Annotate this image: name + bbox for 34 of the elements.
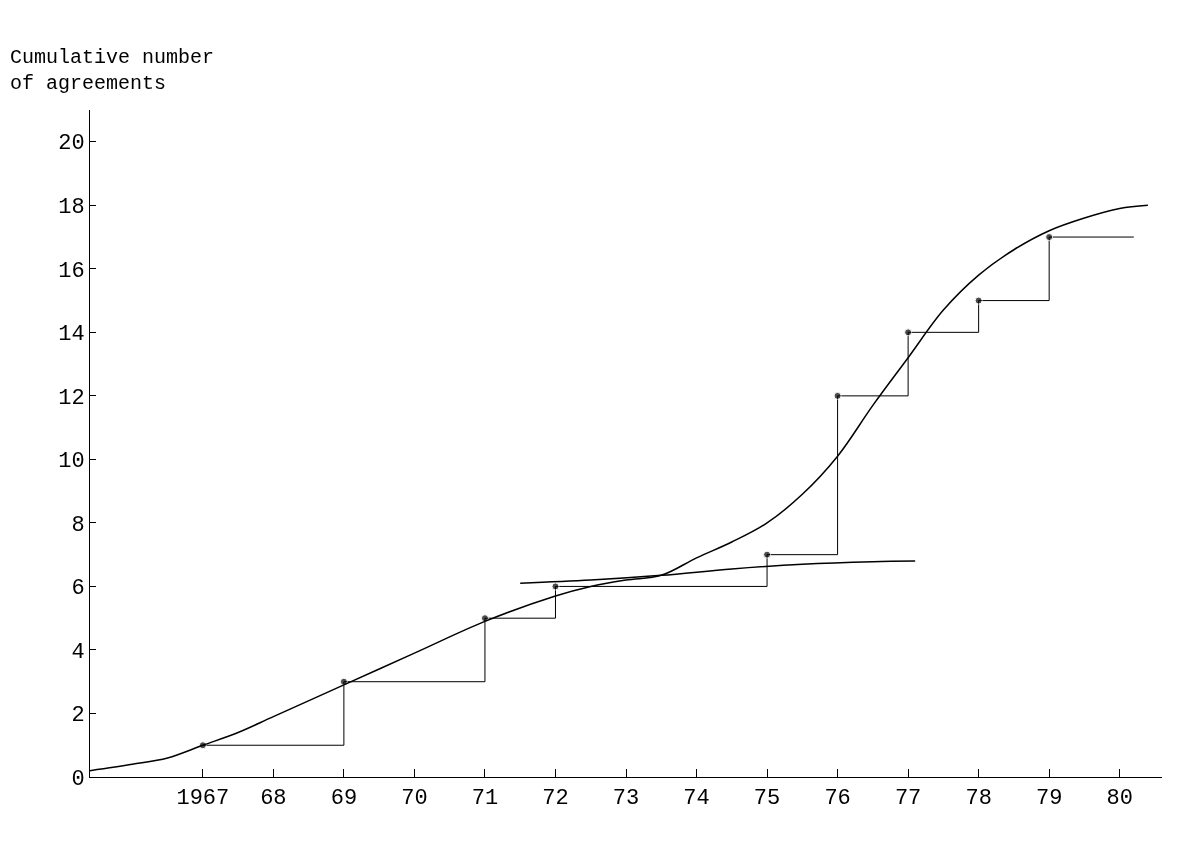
point (833, 391, 842, 400)
point (974, 296, 983, 305)
x-tick-label: 76 (824, 786, 851, 812)
x-tick-label: 74 (683, 786, 710, 812)
point (904, 328, 913, 337)
y-tick-label: 8 (71, 512, 85, 538)
y-tick-label: 6 (71, 576, 85, 602)
x-tick-label: 77 (894, 786, 922, 812)
y-tick-label: 10 (58, 449, 85, 475)
x-tick-label: 78 (965, 786, 992, 812)
x-tick-label: 72 (542, 786, 569, 812)
point (339, 677, 348, 686)
y-tick-label: 14 (58, 322, 85, 348)
y-axis-title: Cumulative number of agreements (10, 46, 215, 95)
y-tick-label: 2 (71, 703, 85, 729)
x-tick-label: 79 (1035, 786, 1063, 812)
y-tick-label: 18 (58, 194, 85, 220)
y-tick-label: 12 (58, 385, 85, 411)
y-tick-label: 20 (58, 131, 85, 157)
point (763, 550, 772, 559)
y-tick-label: 0 (71, 766, 85, 792)
x-tick-label: 80 (1106, 786, 1133, 812)
x-tick-label: 68 (260, 786, 287, 812)
point (480, 614, 489, 623)
x-tick-label: 73 (612, 786, 640, 812)
x-tick-label: 71 (471, 786, 499, 812)
x-tick-label: 70 (401, 786, 428, 812)
point (1045, 233, 1054, 242)
x-tick-label: 75 (753, 786, 781, 812)
x-tick-label: 69 (330, 786, 358, 812)
x-tick-label: 1967 (176, 786, 230, 812)
point (551, 582, 560, 591)
y-tick-label: 16 (58, 258, 85, 284)
y-tick-label: 4 (71, 639, 85, 665)
